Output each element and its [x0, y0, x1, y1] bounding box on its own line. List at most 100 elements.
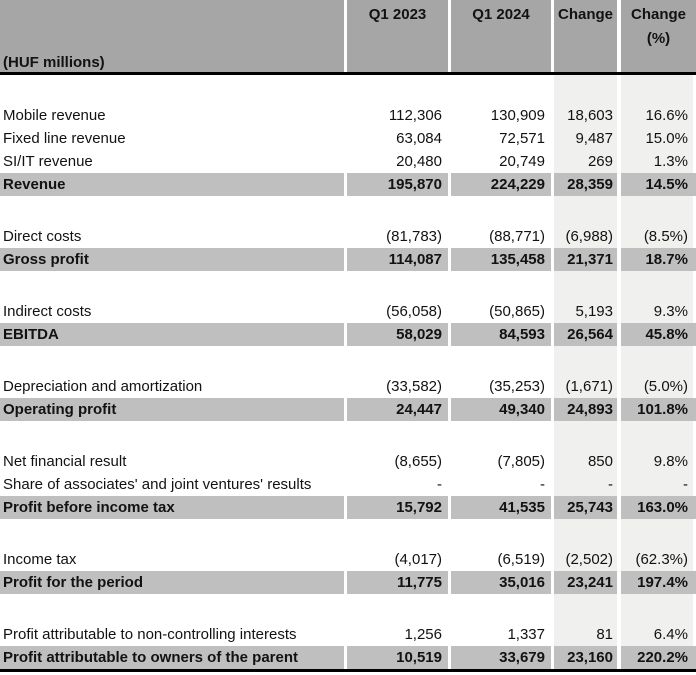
cell-q1-2023: - [437, 476, 442, 493]
table-row: Share of associates' and joint ventures'… [0, 473, 696, 496]
cell-q1-2023: 10,519 [347, 646, 448, 669]
cell-change-pct: 18.7% [621, 248, 696, 271]
total-row: EBITDA 58,029 84,593 26,564 45.8% [0, 323, 696, 346]
table-row: Mobile revenue 112,306 130,909 18,603 16.6% [0, 104, 696, 127]
cell-change: (1,671) [554, 375, 617, 398]
cell-q1-2023 [347, 421, 448, 450]
row-label: Profit for the period [0, 571, 344, 594]
cell-change: 850 [554, 450, 617, 473]
row-label: Profit attributable to owners of the par… [0, 646, 344, 669]
table-bottom-border [0, 669, 696, 672]
total-row: Profit attributable to owners of the par… [0, 646, 696, 669]
row-label: Revenue [0, 173, 344, 196]
cell-change-pct [621, 271, 696, 300]
spacer-row [0, 421, 696, 450]
cell-q1-2023 [347, 271, 448, 300]
cell-q1-2023: 112,306 [388, 107, 442, 124]
cell-change-pct: 9.3% [621, 300, 696, 323]
cell-change [554, 196, 617, 225]
cell-q1-2024 [451, 519, 551, 548]
cell-change-pct: 197.4% [621, 571, 696, 594]
cell-change [554, 519, 617, 548]
cell-change: (6,988) [554, 225, 617, 248]
spacer-row [0, 196, 696, 225]
cell-change-pct [621, 346, 696, 375]
cell-q1-2024 [451, 346, 551, 375]
cell-change: 25,743 [554, 496, 617, 519]
row-label: Direct costs [3, 228, 82, 245]
cell-change: 28,359 [554, 173, 617, 196]
cell-q1-2024: (35,253) [489, 378, 545, 395]
cell-q1-2023: (8,655) [394, 453, 442, 470]
cell-q1-2024: 41,535 [451, 496, 551, 519]
cell-change-pct: 6.4% [621, 623, 696, 646]
cell-q1-2024: (50,865) [489, 303, 545, 320]
cell-change [554, 271, 617, 300]
row-label [0, 519, 344, 548]
row-label: Depreciation and amortization [3, 378, 203, 395]
cell-q1-2024: - [540, 476, 545, 493]
spacer-row [0, 519, 696, 548]
cell-q1-2023: 58,029 [347, 323, 448, 346]
cell-q1-2024: (7,805) [497, 453, 545, 470]
cell-change-pct [621, 75, 696, 104]
cell-q1-2024: 49,340 [451, 398, 551, 421]
total-row: Operating profit 24,447 49,340 24,893 101.8% [0, 398, 696, 421]
cell-change-pct: 220.2% [621, 646, 696, 669]
cell-change-pct: 1.3% [621, 150, 696, 173]
cell-change: 21,371 [554, 248, 617, 271]
cell-q1-2023: 195,870 [347, 173, 448, 196]
column-header-change: Change [554, 0, 617, 72]
row-label: Indirect costs [3, 303, 92, 320]
cell-q1-2023 [347, 594, 448, 623]
cell-change [554, 346, 617, 375]
column-header-change-pct-line2: (%) [646, 30, 671, 47]
row-label: EBITDA [0, 323, 344, 346]
row-label [0, 75, 344, 104]
cell-change: 5,193 [554, 300, 617, 323]
cell-q1-2024 [451, 594, 551, 623]
cell-q1-2024: 35,016 [451, 571, 551, 594]
cell-q1-2024: 130,909 [490, 107, 545, 124]
cell-change: 9,487 [554, 127, 617, 150]
cell-q1-2024 [451, 196, 551, 225]
cell-q1-2023: 15,792 [347, 496, 448, 519]
cell-change: 24,893 [554, 398, 617, 421]
row-label: Mobile revenue [3, 107, 106, 124]
cell-q1-2024 [451, 421, 551, 450]
cell-q1-2023: (81,783) [386, 228, 442, 245]
row-label [0, 421, 344, 450]
row-label: Profit attributable to non-controlling i… [3, 626, 297, 643]
cell-q1-2023 [347, 196, 448, 225]
total-row: Revenue 195,870 224,229 28,359 14.5% [0, 173, 696, 196]
row-label: Profit before income tax [0, 496, 344, 519]
cell-q1-2023 [347, 346, 448, 375]
cell-change-pct: 45.8% [621, 323, 696, 346]
cell-q1-2024: (6,519) [497, 551, 545, 568]
table-row: Depreciation and amortization (33,582) (35… [0, 375, 696, 398]
cell-change: 23,241 [554, 571, 617, 594]
cell-change [554, 594, 617, 623]
cell-change-pct [621, 421, 696, 450]
row-label: Operating profit [0, 398, 344, 421]
cell-change-pct [621, 594, 696, 623]
cell-change: 81 [554, 623, 617, 646]
table-row: Profit attributable to non-controlling i… [0, 623, 696, 646]
cell-q1-2023: 11,775 [347, 571, 448, 594]
spacer-row [0, 346, 696, 375]
table-row: Direct costs (81,783) (88,771) (6,988) (8.5%… [0, 225, 696, 248]
table-row: Net financial result (8,655) (7,805) 850 9.8… [0, 450, 696, 473]
total-row: Profit for the period 11,775 35,016 23,241 1… [0, 571, 696, 594]
cell-change-pct: (62.3%) [621, 548, 696, 571]
cell-q1-2023: 24,447 [347, 398, 448, 421]
spacer-row [0, 594, 696, 623]
cell-q1-2024 [451, 271, 551, 300]
cell-change-pct: 9.8% [621, 450, 696, 473]
cell-change-pct [621, 519, 696, 548]
table-body: Mobile revenue 112,306 130,909 18,603 16.6% F… [0, 75, 696, 669]
cell-q1-2023: 63,084 [396, 130, 442, 147]
table-header: (HUF millions) Q1 2023 Q1 2024 Change Ch… [0, 0, 696, 75]
cell-q1-2023: (4,017) [394, 551, 442, 568]
cell-change: 26,564 [554, 323, 617, 346]
